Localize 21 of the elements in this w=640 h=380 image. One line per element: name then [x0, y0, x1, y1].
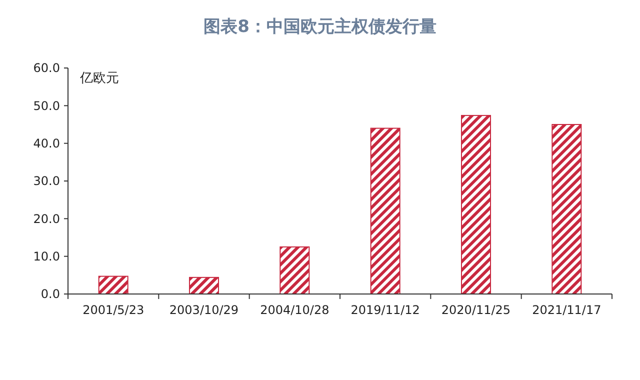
y-tick-label: 20.0	[33, 212, 60, 226]
y-tick-label: 50.0	[33, 98, 60, 113]
x-tick-label: 2021/11/17	[532, 303, 602, 317]
bar	[280, 246, 310, 294]
x-tick-label: 2020/11/25	[441, 303, 511, 317]
bar	[370, 128, 400, 294]
x-tick-label: 2001/5/23	[82, 303, 144, 317]
y-tick-label: 40.0	[33, 136, 60, 151]
y-tick-label: 10.0	[33, 250, 60, 264]
y-tick-label: 30.0	[33, 174, 60, 188]
bar	[460, 114, 492, 294]
y-tick-label: 0.0	[40, 287, 60, 302]
y-axis-title: 亿欧元	[79, 71, 119, 86]
x-tick-label: 2004/10/28	[260, 303, 330, 317]
y-tick-label: 60.0	[33, 61, 60, 76]
bar	[188, 276, 220, 294]
bar	[98, 276, 128, 294]
x-tick-label: 2003/10/29	[169, 303, 239, 317]
bar	[552, 124, 582, 294]
chart-title: 图表8：中国欧元主权债发行量	[204, 17, 436, 37]
x-tick-label: 2019/11/12	[350, 303, 420, 317]
